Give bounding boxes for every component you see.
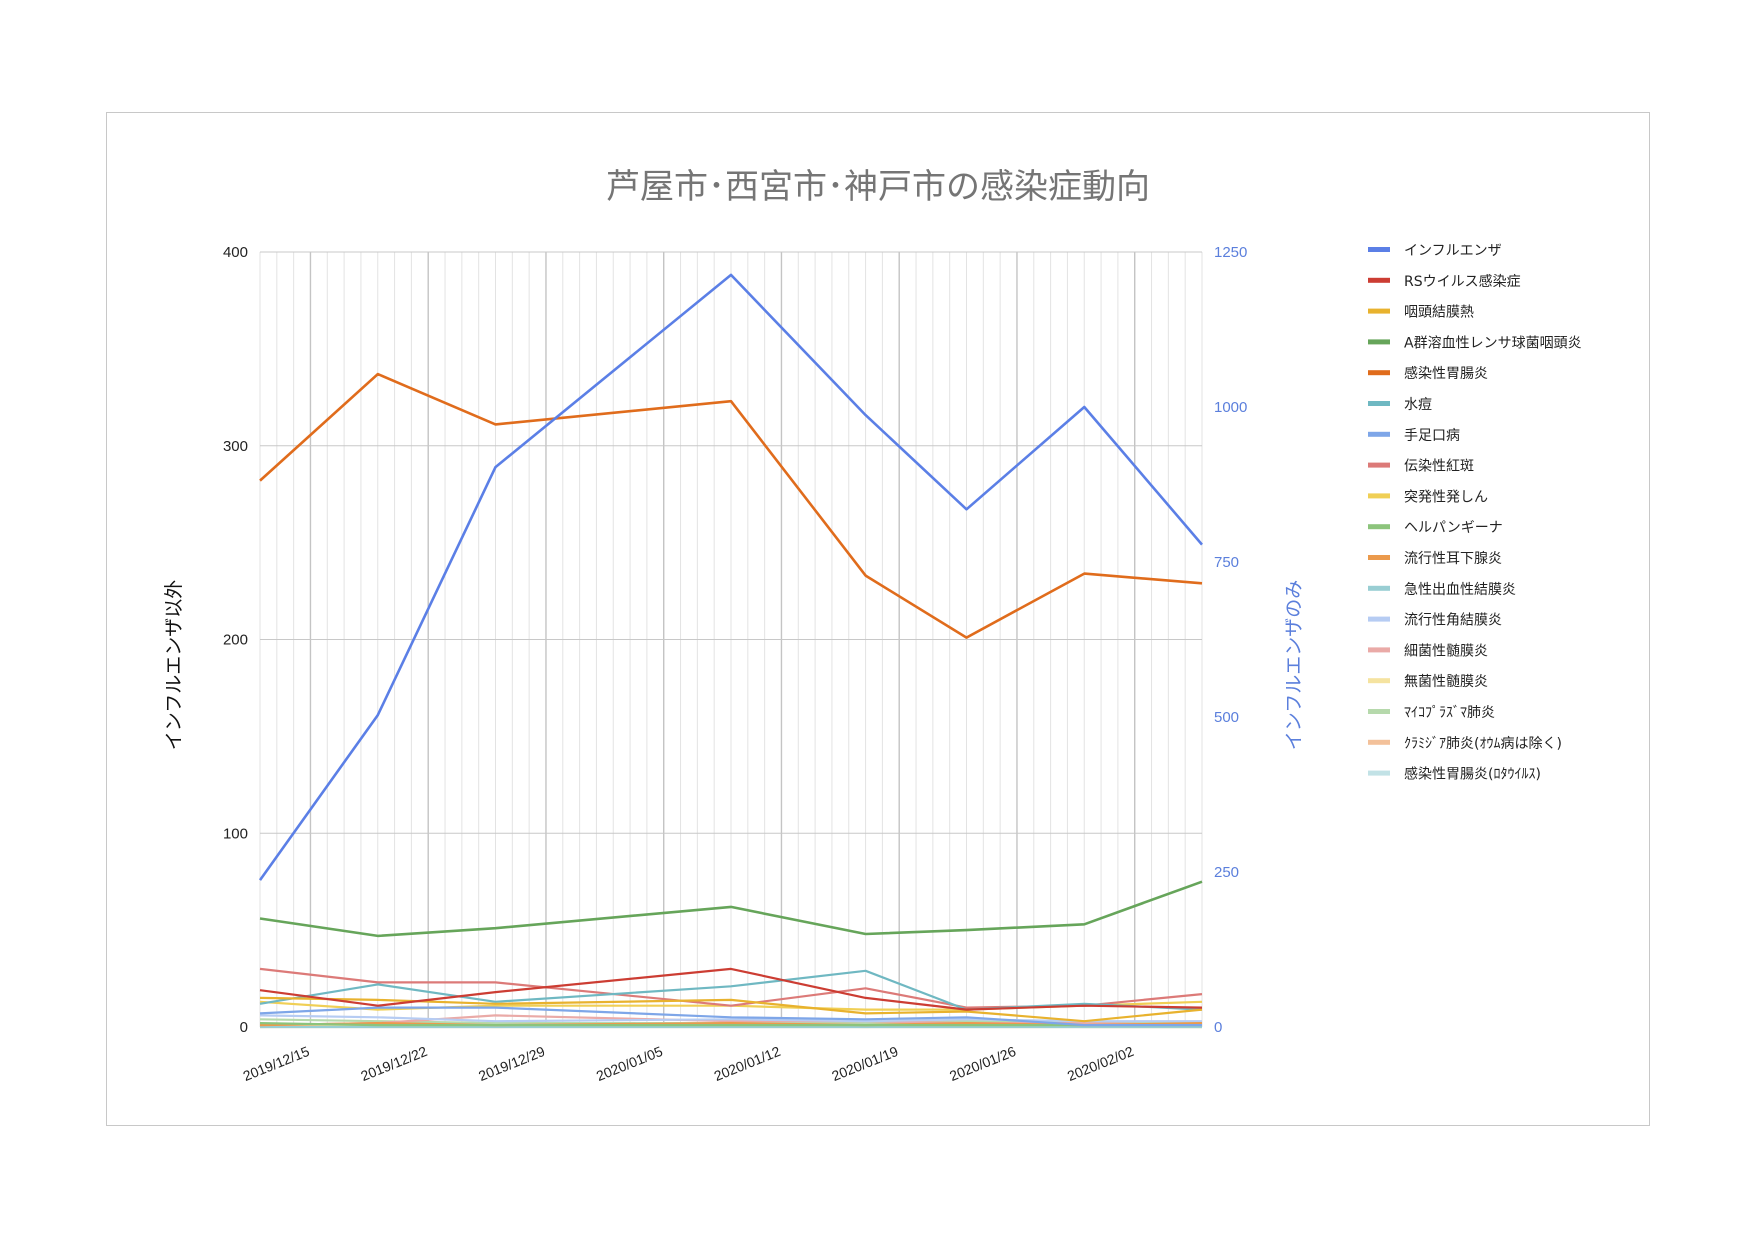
y-axis-left-title: インフルエンザ以外 xyxy=(163,580,185,750)
legend-label: ヘルパンギーナ xyxy=(1404,520,1503,536)
x-tick-label: 2020/01/05 xyxy=(594,1043,665,1084)
y-tick-right: 750 xyxy=(1214,554,1239,571)
x-tick-label: 2020/01/12 xyxy=(712,1043,783,1084)
legend-swatch xyxy=(1368,277,1390,283)
x-tick-label: 2020/01/19 xyxy=(829,1043,900,1084)
legend-swatch xyxy=(1368,709,1390,714)
series-line-1 xyxy=(258,273,1203,881)
legend-swatch xyxy=(1368,770,1390,776)
y-axis-right: 0 250 500 750 1000 1250 xyxy=(1214,244,1247,1036)
x-tick-label: 2020/02/02 xyxy=(1065,1043,1136,1084)
legend-swatch xyxy=(1368,739,1390,745)
legend-swatch xyxy=(1368,616,1390,622)
y-tick-left: 200 xyxy=(223,632,248,649)
y-tick-left: 400 xyxy=(223,244,248,261)
y-tick-left: 0 xyxy=(240,1019,248,1036)
legend-label: ﾏｲｺﾌﾟﾗｽﾞﾏ肺炎 xyxy=(1404,705,1495,721)
legend-label: 突発性発しん xyxy=(1404,489,1488,505)
y-axis-left: 0 100 200 300 400 xyxy=(223,244,248,1036)
legend-label: 流行性耳下腺炎 xyxy=(1404,551,1502,567)
legend-label: 水痘 xyxy=(1404,397,1432,413)
legend-swatch xyxy=(1368,524,1390,530)
legend-swatch xyxy=(1368,462,1390,468)
legend-swatch xyxy=(1368,401,1390,406)
legend-label: 細菌性髄膜炎 xyxy=(1404,643,1488,659)
legend-swatch xyxy=(1368,339,1390,345)
legend-label: 咽頭結膜熱 xyxy=(1404,305,1474,321)
legend-label: インフルエンザ xyxy=(1404,243,1502,259)
legend-swatch xyxy=(1368,308,1390,314)
y-tick-left: 100 xyxy=(223,825,248,842)
legend-label: ｸﾗﾐｼﾞｱ肺炎(ｵｳﾑ病は除く) xyxy=(1404,736,1562,752)
legend-swatch xyxy=(1368,678,1390,684)
legend-swatch xyxy=(1368,431,1390,437)
x-tick-label: 2020/01/26 xyxy=(947,1043,1018,1084)
series-line-4 xyxy=(259,880,1203,938)
legend-swatch xyxy=(1368,370,1390,376)
legend-label: 手足口病 xyxy=(1404,428,1460,444)
legend-swatch xyxy=(1368,493,1390,499)
legend-swatch xyxy=(1368,585,1390,591)
y-tick-right: 1000 xyxy=(1214,399,1247,416)
legend-swatch xyxy=(1368,555,1390,560)
x-tick-label: 2019/12/22 xyxy=(358,1043,429,1084)
series-line-3 xyxy=(259,996,1203,1023)
y-tick-left: 300 xyxy=(223,438,248,455)
legend-label: 急性出血性結膜炎 xyxy=(1404,582,1516,598)
legend-swatch xyxy=(1368,647,1390,653)
x-axis: 2019/12/15 2019/12/22 2019/12/29 2020/01/05… xyxy=(241,1043,1136,1084)
legend-label: 伝染性紅斑 xyxy=(1404,459,1474,475)
y-tick-right: 250 xyxy=(1214,864,1239,881)
x-tick-label: 2019/12/15 xyxy=(241,1043,312,1084)
series-line-5 xyxy=(259,372,1203,639)
grid xyxy=(259,251,1203,1028)
legend-label: 流行性角結膜炎 xyxy=(1404,613,1502,629)
series-line-7 xyxy=(259,1006,1202,1027)
y-tick-right: 0 xyxy=(1214,1019,1222,1036)
series-line-6 xyxy=(259,969,1203,1011)
series-lines xyxy=(258,273,1203,1029)
legend-label: RSウイルス感染症 xyxy=(1404,273,1521,290)
chart-frame xyxy=(106,112,1650,1126)
chart-title: 芦屋市･西宮市･神戸市の感染症動向 xyxy=(606,167,1150,207)
y-tick-right: 1250 xyxy=(1214,244,1247,261)
legend-label: 感染性胃腸炎(ﾛﾀｳｲﾙｽ) xyxy=(1404,766,1541,783)
y-tick-right: 500 xyxy=(1214,709,1239,726)
x-tick-label: 2019/12/29 xyxy=(476,1043,547,1084)
legend-label: A群溶血性レンサ球菌咽頭炎 xyxy=(1404,335,1582,351)
series-line-13 xyxy=(259,1014,1202,1023)
legend-label: 無菌性髄膜炎 xyxy=(1404,674,1488,690)
y-axis-right-title: インフルエンザのみ xyxy=(1283,580,1305,750)
series-line-10 xyxy=(259,1022,1202,1027)
legend-label: 感染性胃腸炎 xyxy=(1404,365,1488,382)
series-line-2 xyxy=(259,967,1203,1011)
legend-swatch xyxy=(1368,247,1390,252)
